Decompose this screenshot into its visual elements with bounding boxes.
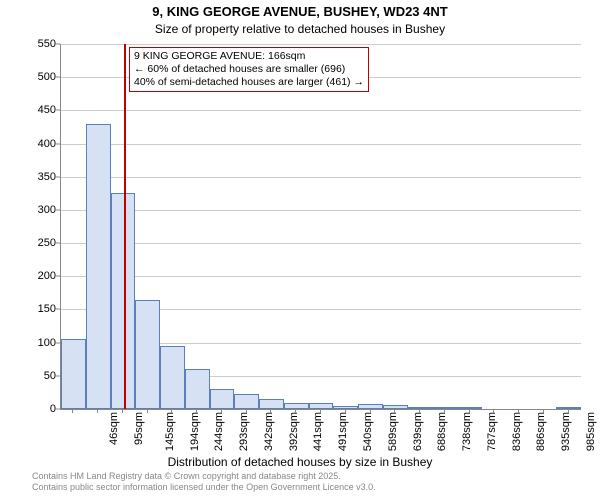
y-tick-label: 500: [32, 71, 56, 83]
x-tick-label: 46sqm: [108, 412, 120, 445]
x-tick-label: 244sqm: [214, 412, 226, 451]
y-tick-mark: [56, 243, 60, 244]
footer-line2: Contains public sector information licen…: [32, 482, 376, 493]
y-tick-label: 150: [32, 303, 56, 315]
x-tick-mark: [196, 409, 197, 413]
y-tick-mark: [56, 375, 60, 376]
histogram-bar: [111, 193, 136, 409]
x-tick-label: 886sqm: [535, 412, 547, 451]
x-tick-label: 639sqm: [412, 412, 424, 451]
chart-container: 9, KING GEORGE AVENUE, BUSHEY, WD23 4NT …: [0, 0, 600, 500]
y-tick-label: 300: [32, 204, 56, 216]
gridline: [61, 110, 581, 111]
x-tick-label: 491sqm: [337, 412, 349, 451]
x-tick-label: 441sqm: [313, 412, 325, 451]
x-tick-label: 787sqm: [486, 412, 498, 451]
histogram-bar: [358, 404, 383, 409]
callout-line: 9 KING GEORGE AVENUE: 166sqm: [134, 50, 364, 63]
x-tick-label: 293sqm: [238, 412, 250, 451]
x-tick-mark: [320, 409, 321, 413]
x-tick-label: 342sqm: [263, 412, 275, 451]
x-tick-label: 392sqm: [288, 412, 300, 451]
x-tick-label: 589sqm: [387, 412, 399, 451]
x-tick-mark: [270, 409, 271, 413]
x-tick-label: 688sqm: [436, 412, 448, 451]
x-tick-label: 836sqm: [511, 412, 523, 451]
y-tick-mark: [56, 309, 60, 310]
histogram-bar: [234, 394, 259, 409]
y-tick-label: 200: [32, 270, 56, 282]
property-marker-line: [124, 44, 126, 409]
y-tick-label: 400: [32, 138, 56, 150]
x-tick-mark: [419, 409, 420, 413]
x-tick-mark: [518, 409, 519, 413]
y-tick-mark: [56, 77, 60, 78]
x-tick-mark: [246, 409, 247, 413]
x-tick-mark: [394, 409, 395, 413]
chart-title-line1: 9, KING GEORGE AVENUE, BUSHEY, WD23 4NT: [0, 4, 600, 19]
x-tick-label: 935sqm: [560, 412, 572, 451]
x-tick-mark: [493, 409, 494, 413]
x-tick-label: 145sqm: [164, 412, 176, 451]
y-tick-label: 50: [32, 370, 56, 382]
gridline: [61, 276, 581, 277]
x-tick-mark: [568, 409, 569, 413]
x-tick-label: 738sqm: [461, 412, 473, 451]
x-tick-label: 540sqm: [362, 412, 374, 451]
histogram-bar: [457, 407, 482, 409]
chart-plot-area: 9 KING GEORGE AVENUE: 166sqm← 60% of det…: [60, 44, 581, 410]
gridline: [61, 243, 581, 244]
x-tick-label: 985sqm: [585, 412, 597, 451]
x-tick-mark: [469, 409, 470, 413]
histogram-bar: [185, 369, 210, 409]
histogram-bar: [556, 407, 581, 409]
histogram-bar: [160, 346, 185, 409]
x-tick-mark: [171, 409, 172, 413]
x-tick-mark: [122, 409, 123, 413]
x-axis-label: Distribution of detached houses by size …: [0, 455, 600, 469]
y-tick-mark: [56, 143, 60, 144]
gridline: [61, 144, 581, 145]
gridline: [61, 44, 581, 45]
x-tick-mark: [147, 409, 148, 413]
chart-footer: Contains HM Land Registry data © Crown c…: [32, 471, 376, 494]
gridline: [61, 210, 581, 211]
y-tick-label: 450: [32, 104, 56, 116]
x-tick-mark: [444, 409, 445, 413]
x-tick-mark: [370, 409, 371, 413]
x-tick-mark: [543, 409, 544, 413]
x-tick-mark: [295, 409, 296, 413]
y-tick-mark: [56, 44, 60, 45]
y-tick-label: 100: [32, 337, 56, 349]
histogram-bar: [86, 124, 111, 409]
y-tick-mark: [56, 176, 60, 177]
y-tick-mark: [56, 276, 60, 277]
x-tick-mark: [72, 409, 73, 413]
y-tick-label: 350: [32, 171, 56, 183]
callout-line: 40% of semi-detached houses are larger (…: [134, 76, 364, 89]
y-tick-mark: [56, 209, 60, 210]
histogram-bar: [432, 407, 457, 409]
callout-line: ← 60% of detached houses are smaller (69…: [134, 63, 364, 76]
y-tick-label: 0: [32, 403, 56, 415]
x-tick-label: 95sqm: [133, 412, 145, 445]
y-tick-mark: [56, 110, 60, 111]
x-tick-label: 194sqm: [189, 412, 201, 451]
y-tick-label: 550: [32, 38, 56, 50]
histogram-bar: [210, 389, 235, 409]
y-tick-label: 250: [32, 237, 56, 249]
chart-title-line2: Size of property relative to detached ho…: [0, 22, 600, 36]
x-tick-mark: [221, 409, 222, 413]
y-tick-mark: [56, 409, 60, 410]
x-tick-mark: [97, 409, 98, 413]
histogram-bar: [259, 399, 284, 409]
footer-line1: Contains HM Land Registry data © Crown c…: [32, 471, 376, 482]
histogram-bar: [61, 339, 86, 409]
histogram-bar: [135, 300, 160, 410]
gridline: [61, 177, 581, 178]
property-callout: 9 KING GEORGE AVENUE: 166sqm← 60% of det…: [129, 47, 369, 92]
y-tick-mark: [56, 342, 60, 343]
histogram-bar: [333, 406, 358, 409]
x-tick-mark: [345, 409, 346, 413]
